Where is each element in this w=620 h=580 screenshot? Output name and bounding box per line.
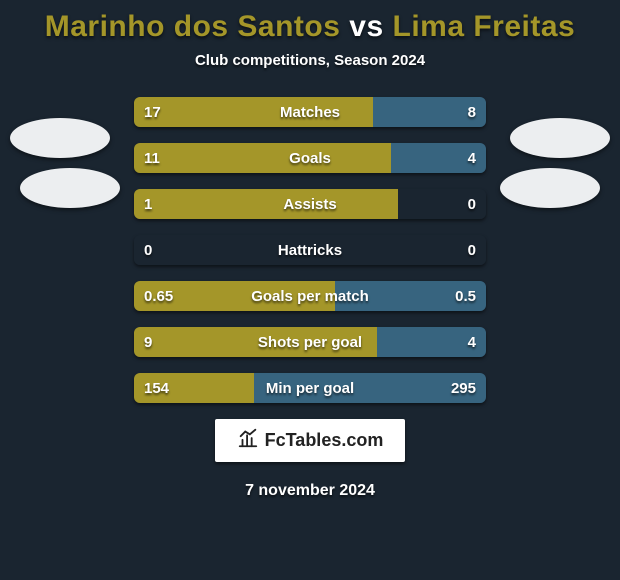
stat-value-right: 4: [468, 327, 476, 357]
stat-value-left: 0: [144, 235, 152, 265]
chart-icon: [237, 427, 259, 454]
stat-row: Hattricks0 0: [134, 235, 486, 265]
stat-value-left: 11: [144, 143, 160, 173]
subtitle: Club competitions, Season 2024: [0, 52, 620, 69]
player1-avatar-placeholder-2: [20, 168, 120, 208]
stat-row: Goals per match0.65 0.5: [134, 281, 486, 311]
stat-label: Matches: [134, 97, 486, 127]
stat-value-left: 1: [144, 189, 152, 219]
title-player2: Lima Freitas: [393, 10, 576, 43]
stat-value-right: 0: [468, 189, 476, 219]
stat-label: Shots per goal: [134, 327, 486, 357]
player1-avatar-placeholder-1: [10, 118, 110, 158]
stat-value-left: 9: [144, 327, 152, 357]
branding-box: FcTables.com: [215, 419, 406, 462]
player2-avatar-placeholder-2: [500, 168, 600, 208]
stat-row: Assists1 0: [134, 189, 486, 219]
player2-avatar-placeholder-1: [510, 118, 610, 158]
stat-row: Goals11 4: [134, 143, 486, 173]
stat-row: Min per goal154 295: [134, 373, 486, 403]
stat-value-right: 0: [468, 235, 476, 265]
stat-label: Goals: [134, 143, 486, 173]
title-vs: vs: [349, 10, 383, 43]
stat-value-right: 8: [468, 97, 476, 127]
branding-container: FcTables.com: [0, 419, 620, 462]
stat-row: Shots per goal9 4: [134, 327, 486, 357]
stat-value-left: 17: [144, 97, 161, 127]
stat-label: Min per goal: [134, 373, 486, 403]
stat-value-left: 0.65: [144, 281, 173, 311]
title-player1: Marinho dos Santos: [45, 10, 341, 43]
stats-container: Matches178Goals114Assists10Hattricks00Go…: [134, 97, 486, 403]
stat-label: Hattricks: [134, 235, 486, 265]
stat-value-right: 0.5: [455, 281, 476, 311]
stat-value-right: 295: [451, 373, 476, 403]
stat-row: Matches17 8: [134, 97, 486, 127]
footer-date: 7 november 2024: [0, 482, 620, 500]
page-title: Marinho dos Santos vs Lima Freitas: [0, 0, 620, 52]
stat-label: Goals per match: [134, 281, 486, 311]
stat-value-right: 4: [468, 143, 476, 173]
branding-text: FcTables.com: [265, 430, 384, 451]
stat-value-left: 154: [144, 373, 169, 403]
stat-label: Assists: [134, 189, 486, 219]
